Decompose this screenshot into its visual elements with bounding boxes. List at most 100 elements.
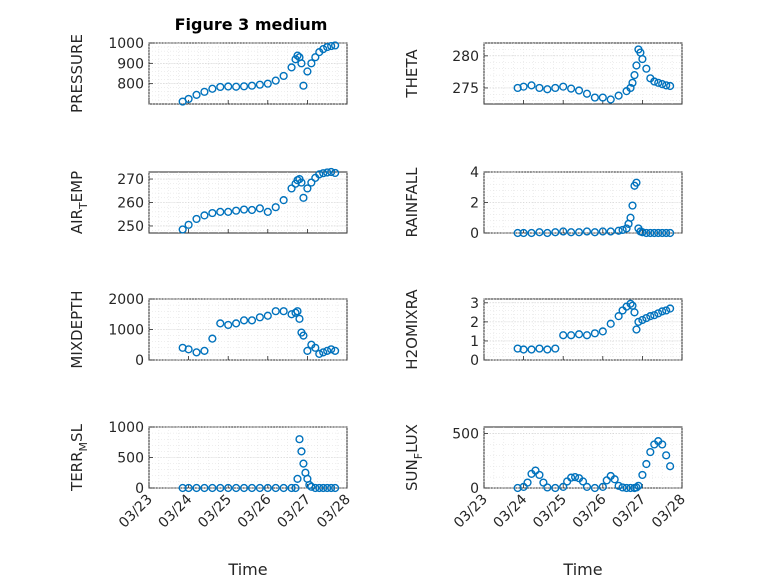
data-point xyxy=(543,483,552,492)
y-axis-label-main: PRESSURE xyxy=(68,34,86,113)
y-tick-label: 260 xyxy=(117,196,144,212)
y-axis-label-subscript: F xyxy=(412,453,425,459)
data-point xyxy=(295,435,304,444)
data-point xyxy=(331,41,340,50)
y-axis-label-subscript: T xyxy=(77,202,90,210)
data-point xyxy=(662,81,671,90)
data-point xyxy=(299,459,308,468)
data-point xyxy=(622,483,631,493)
data-point xyxy=(628,201,637,210)
data-point xyxy=(567,473,576,482)
data-point xyxy=(642,459,651,469)
data-point xyxy=(666,81,675,91)
data-point xyxy=(293,474,302,483)
data-point xyxy=(527,345,536,354)
data-point xyxy=(208,84,217,93)
data-point xyxy=(331,168,340,178)
data-point xyxy=(628,78,637,87)
data-point xyxy=(327,483,336,493)
y-tick-label: 1 xyxy=(470,334,479,350)
y-tick-label: 4 xyxy=(470,165,479,181)
data-point xyxy=(327,167,336,177)
data-point xyxy=(232,483,241,493)
data-point xyxy=(606,95,615,104)
data-point xyxy=(559,227,568,236)
data-point xyxy=(614,481,623,490)
data-point xyxy=(255,204,264,213)
subplot-5: 0 1000 2000 MIXDEPTH xyxy=(68,290,348,369)
data-point xyxy=(606,319,615,328)
x-tick-label: 03/23 xyxy=(451,492,491,532)
data-point xyxy=(559,82,568,91)
data-point xyxy=(279,71,288,81)
data-point xyxy=(299,331,308,340)
data-point xyxy=(271,76,280,85)
data-point xyxy=(582,331,592,340)
data-point xyxy=(610,475,619,484)
data-point xyxy=(271,307,280,316)
data-point xyxy=(614,91,623,100)
data-point xyxy=(535,228,544,237)
data-point xyxy=(303,67,312,76)
y-tick-label: 250 xyxy=(117,219,144,235)
y-axis-label: THETA xyxy=(403,49,421,99)
data-point xyxy=(632,325,641,334)
data-point xyxy=(618,225,627,235)
y-tick-label: 800 xyxy=(117,77,144,93)
y-axis-label-subscript: M xyxy=(77,442,90,452)
data-point xyxy=(239,82,249,91)
data-point xyxy=(263,79,272,88)
data-point xyxy=(192,214,201,224)
data-point xyxy=(297,178,306,187)
data-point xyxy=(632,178,641,187)
data-point xyxy=(184,483,193,493)
x-axis-label: Time xyxy=(562,560,602,579)
data-point xyxy=(287,184,296,193)
data-point xyxy=(638,54,647,64)
data-point xyxy=(632,61,641,70)
y-axis-label-main: THETA xyxy=(403,49,421,99)
data-point xyxy=(299,81,308,90)
data-point xyxy=(279,196,288,205)
y-tick-label: 0 xyxy=(470,226,479,242)
data-point xyxy=(642,313,651,323)
y-tick-label: 0 xyxy=(470,353,479,369)
data-point xyxy=(331,346,340,355)
y-tick-label: 900 xyxy=(117,56,144,72)
data-point xyxy=(200,87,209,96)
data-point xyxy=(551,83,560,93)
y-axis-label-rest: LUX xyxy=(403,424,421,453)
data-point xyxy=(224,82,233,91)
data-point xyxy=(630,308,639,317)
data-point xyxy=(200,483,209,493)
data-point xyxy=(646,447,655,457)
data-point xyxy=(582,227,592,236)
data-point xyxy=(559,482,568,492)
data-point xyxy=(311,343,320,352)
data-point xyxy=(319,44,328,54)
data-point xyxy=(279,483,288,493)
data-point xyxy=(239,316,249,325)
y-tick-label: 1000 xyxy=(108,36,144,52)
data-point xyxy=(263,483,272,493)
data-point xyxy=(239,483,249,493)
data-point xyxy=(543,85,552,94)
data-point xyxy=(632,483,641,492)
data-point xyxy=(662,306,671,315)
data-point xyxy=(646,228,655,238)
data-point xyxy=(662,451,671,460)
data-point xyxy=(295,314,304,323)
data-point xyxy=(247,205,257,215)
y-axis-label: SUNFLUX xyxy=(403,424,425,491)
data-point xyxy=(200,346,209,355)
data-point xyxy=(331,483,340,493)
data-point xyxy=(247,316,257,325)
y-tick-label: 280 xyxy=(452,49,479,65)
data-point xyxy=(590,483,599,493)
subplot-8: 0 500 03/23 03/24 03/25 03/26 03/27 03/28 SUNFLU… xyxy=(403,424,689,579)
data-point xyxy=(598,482,607,492)
data-point xyxy=(551,344,560,353)
data-point xyxy=(216,319,225,328)
data-point xyxy=(224,207,233,216)
